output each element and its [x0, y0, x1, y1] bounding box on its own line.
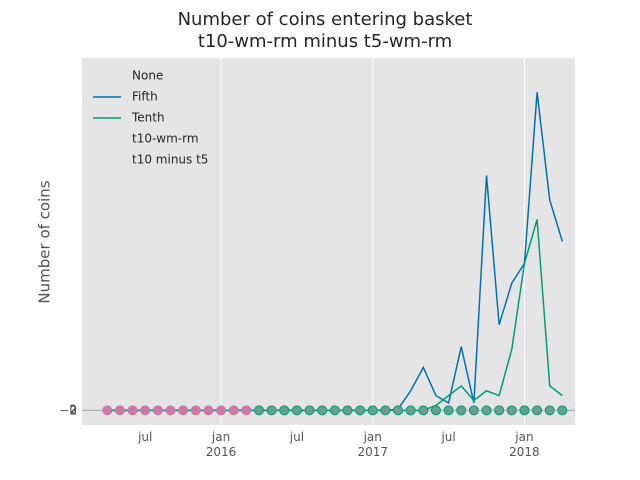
scatter-point	[494, 405, 505, 416]
scatter-point	[342, 405, 353, 416]
scatter-point	[241, 405, 252, 416]
scatter-point	[468, 405, 479, 416]
x-tick-label: jan 2016	[205, 430, 237, 459]
x-tick-label: jan 2018	[509, 430, 540, 459]
x-tick-label: jul	[138, 430, 153, 444]
scatter-point	[190, 405, 201, 416]
scatter-point	[114, 405, 125, 416]
scatter-point	[430, 405, 441, 416]
scatter-point	[228, 405, 239, 416]
scatter-point	[304, 405, 315, 416]
scatter-point	[456, 405, 467, 416]
legend-label: Fifth	[132, 90, 158, 104]
y-tick-label: 2	[69, 402, 77, 416]
scatter-point	[329, 405, 340, 416]
y-tick-label: 0	[69, 403, 77, 417]
scatter-point	[165, 405, 176, 416]
scatter-point	[178, 405, 189, 416]
x-tick-label: jul	[289, 430, 305, 444]
scatter-point	[405, 405, 416, 416]
scatter-point	[443, 405, 454, 416]
scatter-point	[266, 405, 277, 416]
scatter-point	[152, 405, 163, 416]
y-tick-label: −2	[59, 403, 77, 417]
scatter-point	[506, 405, 517, 416]
scatter-point	[380, 405, 391, 416]
legend-label: t10 minus t5	[132, 153, 208, 167]
scatter-point	[519, 405, 530, 416]
scatter-point	[418, 405, 429, 416]
x-tick-label: jan 2017	[357, 430, 388, 459]
scatter-point	[140, 405, 151, 416]
scatter-point	[557, 405, 568, 416]
scatter-point	[317, 405, 328, 416]
scatter-point	[127, 405, 138, 416]
scatter-point	[481, 405, 492, 416]
chart-title: Number of coins entering basket	[178, 9, 473, 30]
legend-title: None	[132, 69, 163, 83]
legend-label: t10-wm-rm	[132, 132, 199, 146]
scatter-point	[393, 405, 404, 416]
scatter-point	[253, 405, 264, 416]
x-tick-label: jul	[441, 430, 456, 444]
scatter-point	[544, 405, 555, 416]
scatter-point	[216, 405, 227, 416]
chart-title: t10-wm-rm minus t5-wm-rm	[198, 31, 452, 52]
scatter-point	[367, 405, 378, 416]
y-axis-label: Number of coins	[36, 180, 54, 303]
scatter-point	[279, 405, 290, 416]
legend-label: Tenth	[131, 111, 165, 125]
scatter-point	[532, 405, 543, 416]
scatter-point	[203, 405, 214, 416]
scatter-point	[102, 405, 113, 416]
scatter-point	[291, 405, 302, 416]
scatter-point	[355, 405, 366, 416]
